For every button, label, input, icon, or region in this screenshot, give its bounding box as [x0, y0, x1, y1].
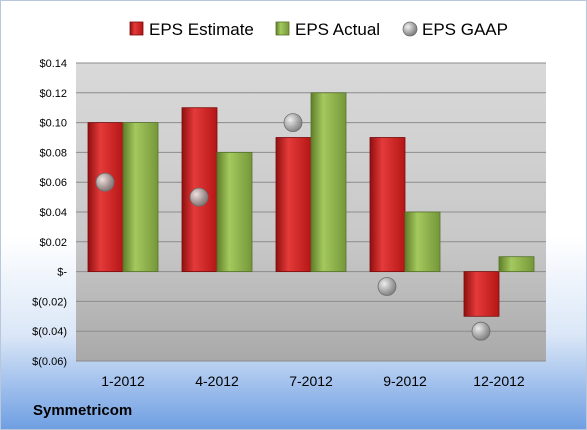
eps-gaap-point — [95, 172, 115, 192]
legend-estimate-marker — [129, 21, 144, 36]
eps-actual-bar — [216, 151, 253, 272]
y-tick-label: $0.14 — [39, 58, 67, 70]
company-name: Symmetricom — [33, 402, 133, 419]
y-tick-label: $0.12 — [39, 88, 67, 100]
x-tick-label: 12-2012 — [473, 373, 525, 389]
eps-gaap-point — [189, 187, 209, 207]
y-tick-label: $0.08 — [39, 147, 67, 159]
bars — [87, 92, 535, 317]
y-axis-labels: $(0.06) $(0.04) $(0.02) $- $0.02 $0.04 $0.06 $0… — [32, 58, 67, 368]
eps-estimate-bar — [87, 122, 124, 272]
legend-label: EPS Actual — [295, 20, 380, 39]
y-tick-label: $(0.02) — [32, 296, 67, 308]
gaap-points — [95, 113, 491, 341]
legend: EPS Estimate EPS Actual EPS GAAP — [129, 20, 508, 39]
eps-actual-bar — [404, 211, 441, 272]
legend-gaap-marker — [402, 21, 418, 37]
y-tick-label: $0.06 — [39, 177, 67, 189]
x-tick-label: 1-2012 — [101, 373, 145, 389]
eps-estimate-bar — [275, 137, 312, 273]
x-tick-label: 7-2012 — [289, 373, 333, 389]
x-tick-label: 4-2012 — [195, 373, 239, 389]
eps-gaap-point — [283, 113, 303, 132]
eps-gaap-point — [377, 277, 397, 296]
x-axis-labels: 1-2012 4-2012 7-2012 9-2012 12-2012 — [101, 373, 525, 389]
y-tick-label: $0.02 — [39, 237, 67, 249]
legend-label: EPS GAAP — [422, 20, 508, 39]
y-tick-label: $(0.04) — [32, 326, 67, 338]
eps-actual-bar — [122, 122, 159, 272]
eps-estimate-bar — [369, 137, 406, 273]
y-tick-label: $0.04 — [39, 207, 67, 219]
y-tick-label: $0.10 — [39, 118, 67, 130]
legend-actual-marker — [275, 21, 290, 36]
eps-gaap-point — [471, 321, 491, 341]
y-tick-label: $- — [57, 267, 67, 279]
eps-estimate-bar — [463, 271, 500, 317]
x-tick-label: 9-2012 — [383, 373, 427, 389]
y-tick-label: $(0.06) — [32, 356, 67, 368]
legend-label: EPS Estimate — [149, 20, 254, 39]
eps-actual-bar — [310, 92, 347, 273]
eps-actual-bar — [498, 256, 535, 272]
